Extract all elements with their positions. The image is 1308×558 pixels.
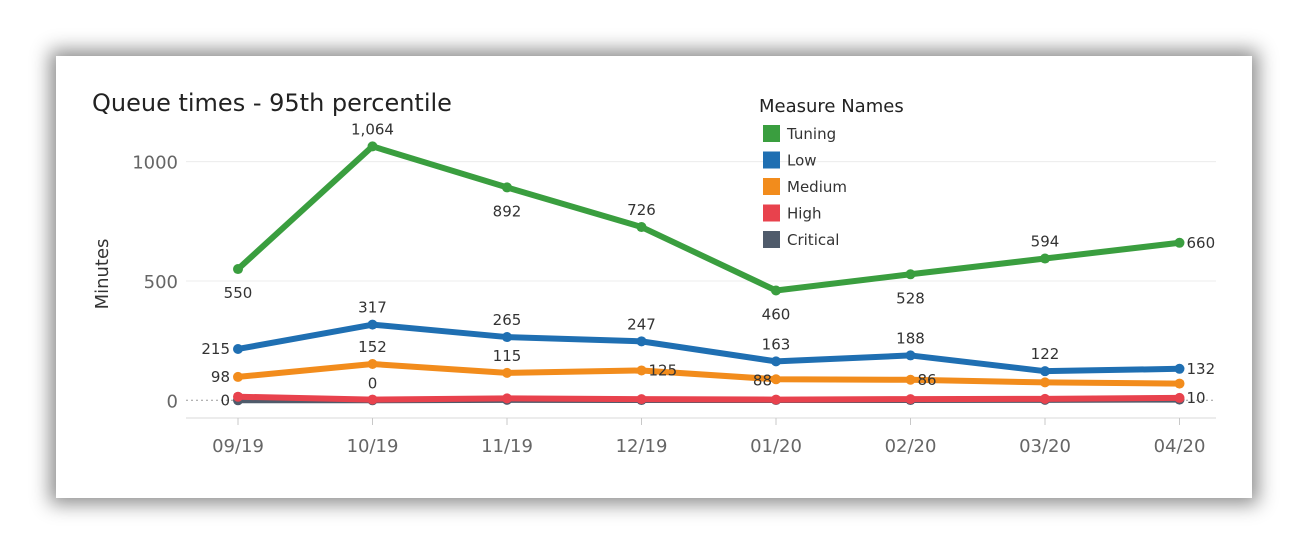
data-label-medium: 115 <box>493 347 522 365</box>
data-label-tuning: 460 <box>762 306 791 324</box>
legend-label-medium: Medium <box>787 178 847 196</box>
series-line-high <box>235 393 1183 403</box>
data-point-tuning <box>1040 253 1050 264</box>
data-label-low: 317 <box>358 299 387 317</box>
y-tick-label: 0 <box>167 391 178 412</box>
data-label-low: 188 <box>896 329 925 347</box>
data-label-low: 247 <box>627 315 656 333</box>
legend-swatch-low <box>763 151 780 169</box>
data-label-critical: 0 <box>368 374 378 392</box>
data-point-medium <box>771 374 781 385</box>
y-tick-label: 500 <box>144 272 178 293</box>
data-point-low <box>771 356 781 367</box>
data-labels: 550 1,064 892 726 460 528 594 660 215 317 265 247 16… <box>201 120 1215 409</box>
data-point-medium <box>367 359 378 370</box>
data-label-tuning: 594 <box>1031 233 1060 251</box>
legend-swatch-tuning <box>763 125 780 142</box>
data-point-high <box>233 391 243 402</box>
data-label-tuning: 726 <box>627 201 656 219</box>
legend-label-critical: Critical <box>787 231 839 249</box>
data-point-low <box>636 336 647 347</box>
data-label-low: 132 <box>1187 360 1216 378</box>
data-point-low <box>1174 363 1185 374</box>
data-label-low: 265 <box>493 311 522 329</box>
series-line-low <box>235 321 1183 375</box>
x-tick-label: 04/20 <box>1154 436 1206 457</box>
legend-swatch-high <box>763 204 780 222</box>
data-point-low <box>367 319 378 330</box>
data-point-tuning <box>502 182 512 193</box>
x-tick-label: 12/19 <box>616 436 668 457</box>
data-point-tuning <box>905 269 916 280</box>
data-label-tuning: 660 <box>1187 234 1216 252</box>
x-tick-label: 09/19 <box>212 436 264 457</box>
series-line-tuning <box>235 143 1183 294</box>
data-point-high <box>905 394 916 405</box>
series-line-medium <box>235 361 1183 387</box>
data-point-high <box>1174 392 1185 403</box>
data-point-medium <box>636 365 647 376</box>
data-label-low: 163 <box>762 335 791 353</box>
legend-label-tuning: Tuning <box>786 125 836 143</box>
y-tick-label: 1000 <box>132 153 178 174</box>
series <box>233 141 1185 406</box>
x-tick-label: 10/19 <box>347 436 399 457</box>
chart-frame: 0 500 1000 09/19 10/19 11/19 12/19 01/20 02/20 03… <box>56 56 1252 498</box>
legend-title: Measure Names <box>759 96 904 117</box>
legend: Measure Names Tuning Low Medium High Critica… <box>759 96 904 249</box>
data-point-medium <box>1040 377 1050 388</box>
legend-swatch-critical <box>763 231 780 248</box>
data-point-tuning <box>233 264 243 275</box>
data-point-low <box>1040 366 1050 377</box>
data-point-medium <box>1174 378 1185 389</box>
y-axis-label: Minutes <box>92 239 113 310</box>
data-label-tuning: 1,064 <box>351 120 394 138</box>
x-tick-label: 03/20 <box>1019 436 1071 457</box>
x-tick-label: 02/20 <box>885 436 937 457</box>
data-label-medium: 125 <box>649 361 678 379</box>
data-label-medium: 152 <box>358 338 387 356</box>
data-label-tuning: 892 <box>493 202 522 220</box>
data-label-high: 10 <box>1187 389 1206 407</box>
data-point-medium <box>905 374 916 385</box>
legend-label-low: Low <box>787 152 817 170</box>
x-tick-label: 11/19 <box>481 436 533 457</box>
x-tick-label: 01/20 <box>750 436 802 457</box>
data-point-low <box>502 332 512 343</box>
data-label-tuning: 550 <box>224 284 253 302</box>
data-point-medium <box>233 371 243 382</box>
data-label-tuning: 528 <box>896 289 925 307</box>
data-point-medium <box>502 367 512 378</box>
data-point-high <box>636 394 647 405</box>
data-label-medium: 98 <box>211 368 230 386</box>
data-label-low: 122 <box>1031 345 1060 363</box>
chart-title: Queue times - 95th percentile <box>92 89 452 117</box>
data-point-high <box>367 394 378 405</box>
data-point-tuning <box>636 222 647 233</box>
data-point-high <box>771 394 781 405</box>
data-label-medium: 88 <box>753 371 772 389</box>
data-point-high <box>1040 393 1050 404</box>
data-point-tuning <box>367 141 378 152</box>
data-point-low <box>905 350 916 361</box>
data-point-low <box>233 343 243 354</box>
legend-label-high: High <box>787 205 821 223</box>
data-label-low: 215 <box>201 340 230 358</box>
legend-swatch-medium <box>763 178 780 195</box>
data-label-critical: 0 <box>220 391 230 409</box>
data-point-high <box>502 393 512 404</box>
data-point-tuning <box>771 285 781 296</box>
data-label-medium: 86 <box>918 371 937 389</box>
data-point-tuning <box>1174 237 1185 248</box>
